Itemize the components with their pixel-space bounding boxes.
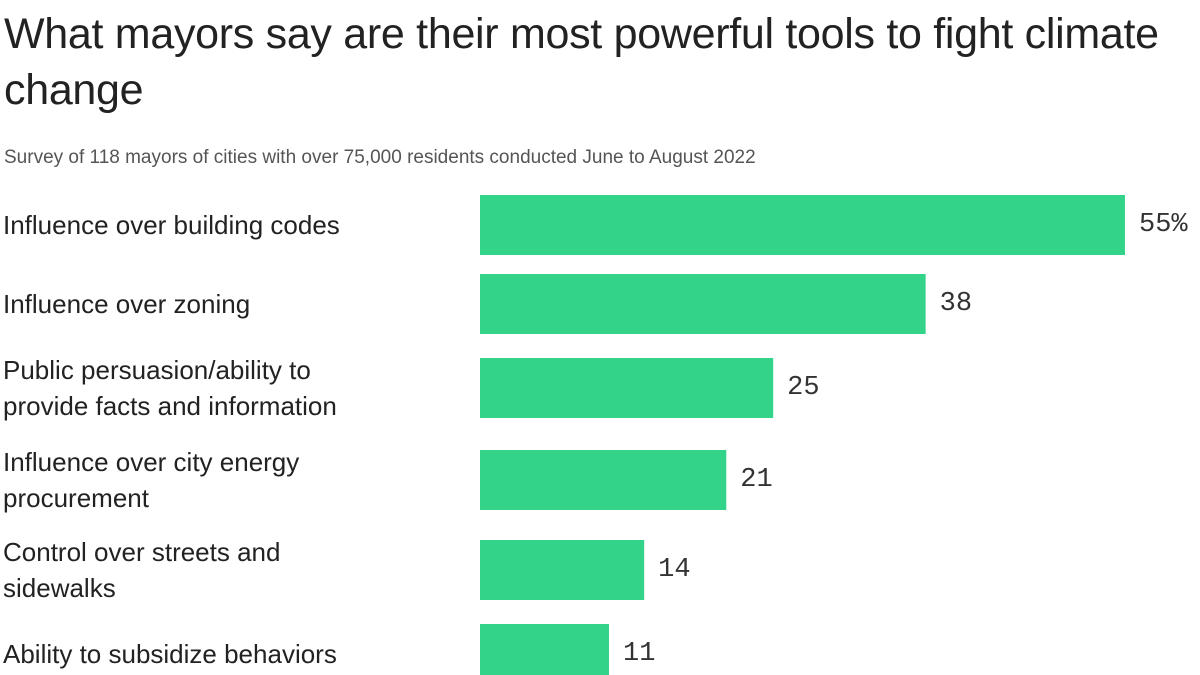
- value-label-4: 14: [658, 555, 690, 585]
- category-label-2: Public persuasion/ability to provide fact…: [3, 355, 337, 421]
- category-label-line: Influence over zoning: [3, 289, 250, 319]
- bar-1: [480, 274, 926, 334]
- category-label-0: Influence over building codes: [3, 210, 340, 240]
- category-label-3: Influence over city energy procurement: [3, 447, 299, 513]
- value-label-1: 38: [940, 289, 972, 319]
- value-label-2: 25: [787, 373, 819, 403]
- bar-0: [480, 195, 1125, 255]
- category-label-line: provide facts and information: [3, 391, 337, 421]
- category-label-line: Public persuasion/ability to: [3, 355, 311, 385]
- bar-2: [480, 358, 774, 418]
- category-label-4: Control over streets and sidewalks: [3, 537, 280, 603]
- category-label-1: Influence over zoning: [3, 289, 250, 319]
- category-label-5: Ability to subsidize behaviors: [3, 639, 337, 669]
- category-label-line: Influence over city energy: [3, 447, 299, 477]
- chart-title: What mayors say are their most powerful …: [4, 10, 1159, 114]
- category-label-line: procurement: [3, 483, 150, 513]
- value-label-3: 21: [740, 465, 772, 495]
- chart-subtitle: Survey of 118 mayors of cities with over…: [4, 147, 756, 168]
- bars-layer: 55% Influence over building codes 38 Influe…: [3, 195, 1188, 675]
- category-label-line: sidewalks: [3, 573, 116, 603]
- bar-3: [480, 450, 727, 510]
- bar-5: [480, 624, 609, 675]
- category-label-line: Influence over building codes: [3, 210, 340, 240]
- bar-4: [480, 540, 645, 600]
- value-label-0: 55%: [1139, 210, 1188, 240]
- category-label-line: Ability to subsidize behaviors: [3, 639, 337, 669]
- value-label-5: 11: [623, 639, 655, 669]
- category-label-line: Control over streets and: [3, 537, 280, 567]
